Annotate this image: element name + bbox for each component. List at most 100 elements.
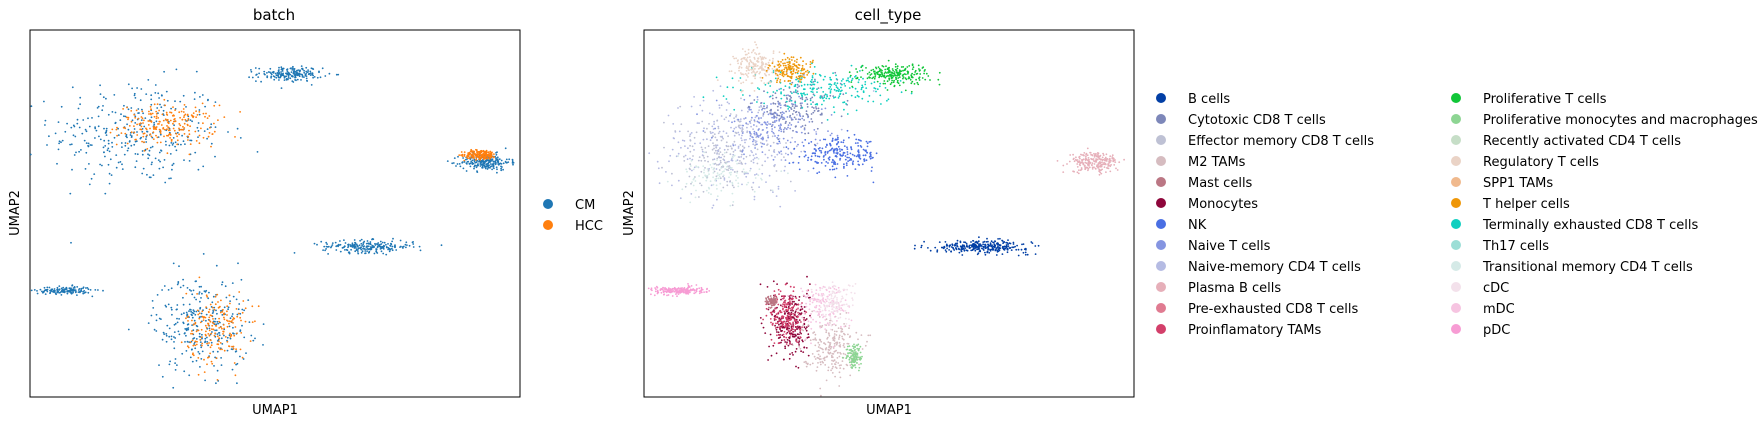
data-point: [206, 137, 209, 140]
data-point: [221, 283, 223, 286]
data-point: [111, 111, 114, 113]
data-point: [163, 333, 166, 335]
data-point: [53, 291, 55, 294]
data-point: [173, 120, 175, 123]
data-point: [194, 91, 196, 94]
data-point: [716, 172, 719, 175]
data-point: [766, 82, 769, 84]
data-point: [1022, 243, 1025, 246]
data-point: [785, 70, 788, 73]
data-point: [194, 151, 197, 154]
data-point: [821, 103, 823, 106]
data-point: [722, 95, 725, 97]
data-point: [923, 72, 925, 75]
data-point: [759, 134, 761, 137]
data-point: [489, 156, 492, 159]
data-point: [854, 87, 857, 90]
data-point: [984, 245, 987, 248]
data-point: [366, 240, 369, 242]
data-point: [76, 122, 79, 125]
data-point: [784, 341, 787, 343]
data-point: [898, 84, 901, 87]
data-point: [675, 155, 678, 158]
data-point: [885, 65, 887, 68]
data-point: [907, 72, 909, 75]
data-point: [286, 68, 289, 70]
data-point: [998, 249, 1001, 252]
data-point: [193, 98, 196, 100]
data-point: [998, 244, 1001, 246]
data-point: [763, 69, 766, 71]
data-point: [197, 130, 200, 132]
data-point: [693, 166, 696, 169]
data-point: [884, 82, 886, 85]
data-point: [707, 160, 709, 163]
data-point: [736, 162, 738, 165]
data-point: [801, 98, 804, 101]
data-point: [985, 241, 988, 243]
data-point: [804, 124, 807, 127]
data-point: [388, 250, 391, 253]
data-point: [1076, 163, 1079, 165]
data-point: [864, 154, 867, 157]
data-point: [33, 289, 36, 291]
data-point: [886, 99, 888, 102]
data-point: [94, 289, 97, 291]
data-point: [671, 148, 674, 151]
data-point: [366, 245, 369, 248]
data-point: [158, 151, 161, 154]
data-point: [782, 118, 784, 121]
data-point: [794, 100, 797, 103]
data-point: [710, 184, 713, 187]
data-point: [807, 170, 810, 172]
data-point: [757, 134, 759, 137]
data-point: [794, 334, 797, 337]
data-point: [1108, 164, 1110, 167]
data-point: [60, 287, 63, 290]
data-point: [767, 308, 770, 311]
data-point: [127, 147, 130, 150]
data-point: [741, 150, 744, 153]
data-point: [774, 77, 777, 80]
data-point: [773, 165, 776, 168]
data-point: [803, 72, 805, 74]
data-point: [988, 251, 991, 254]
data-point: [850, 81, 853, 83]
data-point: [819, 97, 822, 99]
data-point: [153, 115, 156, 118]
data-point: [735, 114, 738, 116]
data-point: [788, 86, 791, 88]
data-point: [496, 156, 499, 159]
data-point: [813, 109, 816, 112]
data-point: [799, 331, 802, 333]
data-point: [783, 94, 786, 97]
data-point: [206, 336, 208, 339]
data-point: [873, 81, 876, 84]
data-point: [789, 127, 792, 130]
data-point: [839, 154, 842, 156]
data-point: [907, 71, 910, 73]
data-point: [348, 251, 350, 254]
data-point: [199, 338, 202, 341]
data-point: [231, 368, 234, 371]
data-point: [147, 120, 150, 122]
data-point: [840, 148, 843, 151]
data-point: [217, 119, 219, 121]
data-point: [250, 69, 252, 71]
data-point: [807, 159, 809, 162]
data-point: [242, 300, 245, 302]
data-point: [176, 317, 178, 320]
data-point: [711, 207, 714, 209]
data-point: [844, 85, 847, 87]
data-point: [711, 125, 714, 128]
data-point: [183, 312, 185, 315]
data-point: [149, 146, 152, 149]
data-point: [923, 70, 926, 72]
data-point: [753, 58, 756, 60]
data-point: [49, 292, 51, 295]
data-point: [1099, 154, 1102, 157]
data-point: [703, 171, 705, 174]
data-point: [732, 201, 735, 203]
data-point: [693, 136, 696, 139]
data-point: [797, 63, 800, 66]
